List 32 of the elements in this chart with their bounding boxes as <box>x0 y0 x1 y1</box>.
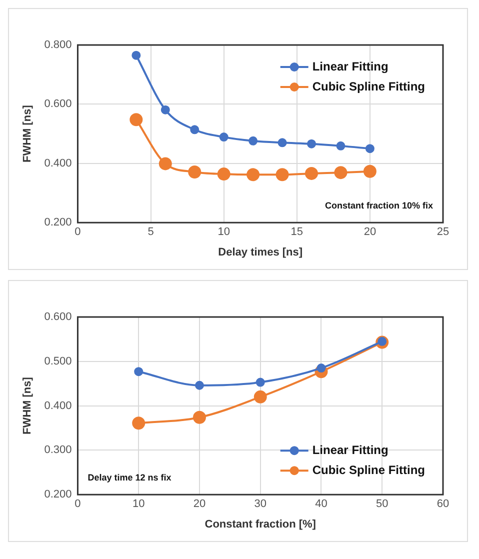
y-tick-label: 0.600 <box>44 311 72 324</box>
legend-label: Linear Fitting <box>312 442 388 457</box>
annotation: Delay time 12 ns fix <box>88 472 172 483</box>
y-axis-title: FWHM [ns] <box>22 376 34 435</box>
x-tick-label: 5 <box>148 226 154 238</box>
legend-label: Linear Fitting <box>312 59 388 74</box>
x-tick-label: 30 <box>254 498 266 510</box>
x-tick-label: 25 <box>436 226 450 238</box>
x-tick-label: 10 <box>132 498 145 510</box>
x-tick-label: 20 <box>193 498 206 510</box>
y-axis-title: FWHM [ns] <box>22 104 34 163</box>
x-tick-label: 0 <box>74 498 81 510</box>
y-tick-label: 0.500 <box>44 355 72 368</box>
x-tick-label: 10 <box>218 226 230 238</box>
y-tick-label: 0.600 <box>44 98 72 110</box>
y-tick-label: 0.800 <box>44 39 72 52</box>
y-tick-label: 0.200 <box>44 488 72 501</box>
x-axis-title: Delay times [ns] <box>218 246 303 258</box>
legend-label: Cubic Spline Fitting <box>312 462 426 477</box>
x-tick-label: 60 <box>436 498 450 510</box>
y-tick-label: 0.400 <box>44 400 72 412</box>
y-tick-label: 0.300 <box>44 444 72 456</box>
x-tick-label: 50 <box>376 498 388 510</box>
annotation: Constant fraction 10% fix <box>324 200 433 211</box>
x-axis-title: Constant fraction [%] <box>204 518 316 530</box>
y-tick-label: 0.400 <box>44 157 72 170</box>
x-tick-label: 40 <box>315 498 328 510</box>
y-tick-label: 0.200 <box>44 216 72 229</box>
x-tick-label: 20 <box>364 226 376 238</box>
x-tick-label: 15 <box>290 226 304 238</box>
legend-label: Cubic Spline Fitting <box>312 79 426 94</box>
x-tick-label: 0 <box>74 226 81 238</box>
